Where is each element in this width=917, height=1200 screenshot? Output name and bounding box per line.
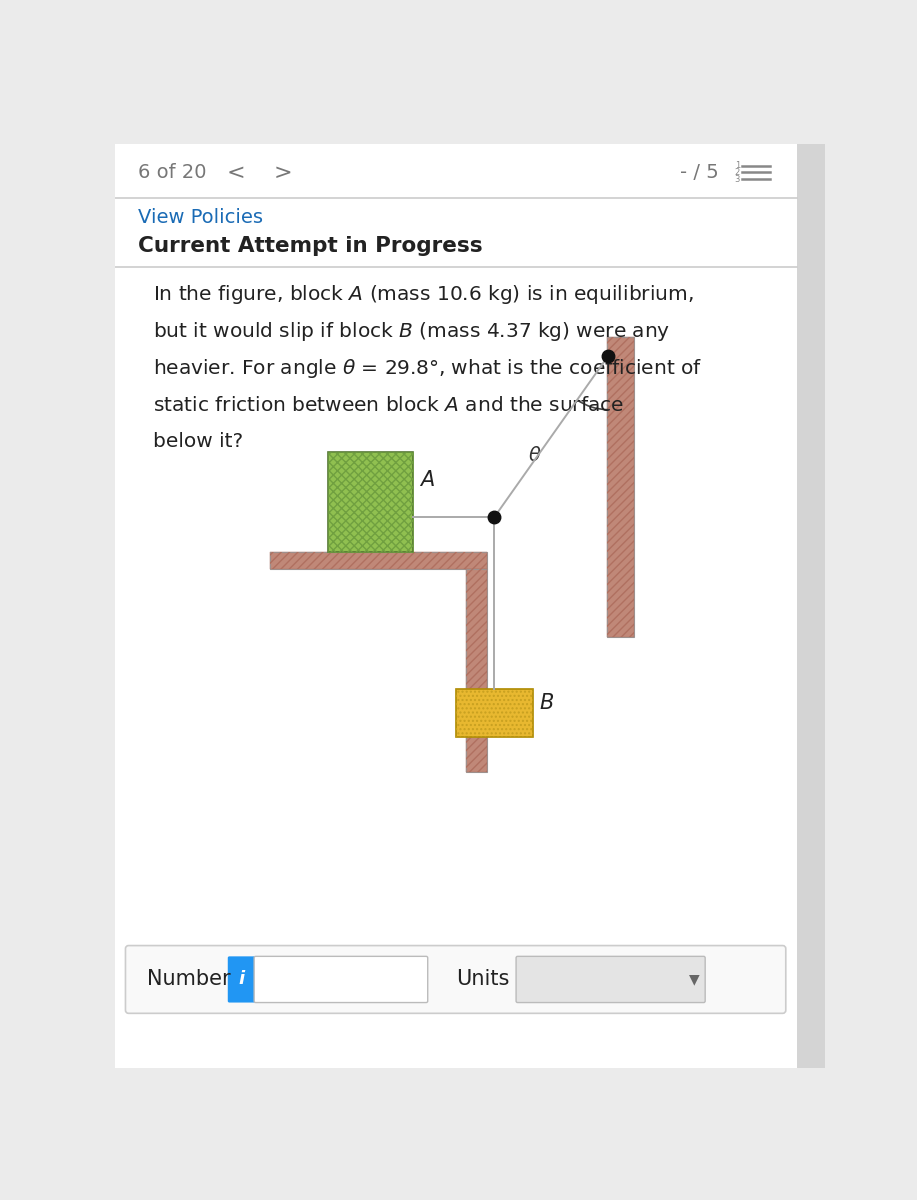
Bar (607, 336, 634, 637)
Bar (607, 336, 634, 637)
Text: 1: 1 (735, 161, 740, 170)
Text: $\theta$: $\theta$ (528, 446, 541, 466)
Bar (467, 569, 487, 772)
Bar (270, 552, 487, 569)
Text: 6 of 20: 6 of 20 (138, 163, 206, 182)
Text: View Policies: View Policies (138, 208, 263, 227)
Text: but it would slip if block $B$ (mass 4.37 kg) were any: but it would slip if block $B$ (mass 4.3… (153, 319, 670, 343)
Text: <: < (227, 162, 246, 182)
FancyBboxPatch shape (126, 946, 786, 1013)
Text: heavier. For angle $\theta$ = 29.8$\degree$, what is the coefficient of: heavier. For angle $\theta$ = 29.8$\degr… (153, 356, 702, 379)
Bar (270, 552, 487, 569)
Text: 3: 3 (735, 175, 740, 184)
Text: i: i (238, 971, 245, 989)
FancyBboxPatch shape (516, 956, 705, 1002)
FancyBboxPatch shape (254, 956, 427, 1002)
Bar (467, 569, 487, 772)
Text: $B$: $B$ (539, 692, 555, 713)
Text: ▼: ▼ (689, 972, 700, 986)
Text: 2: 2 (735, 168, 740, 176)
Text: below it?: below it? (153, 432, 244, 451)
FancyBboxPatch shape (227, 956, 256, 1002)
Bar (797, 144, 825, 1068)
Text: In the figure, block $A$ (mass 10.6 kg) is in equilibrium,: In the figure, block $A$ (mass 10.6 kg) … (153, 283, 694, 306)
Bar (327, 452, 413, 552)
Text: - / 5: - / 5 (680, 163, 719, 182)
Text: Number: Number (147, 970, 231, 990)
Text: >: > (273, 162, 293, 182)
Text: static friction between block $A$ and the surface: static friction between block $A$ and th… (153, 396, 624, 414)
Text: Units: Units (456, 970, 509, 990)
Text: Current Attempt in Progress: Current Attempt in Progress (138, 236, 482, 257)
Bar (456, 689, 533, 737)
Text: $A$: $A$ (419, 470, 436, 490)
Bar (327, 452, 413, 552)
Bar (456, 689, 533, 737)
